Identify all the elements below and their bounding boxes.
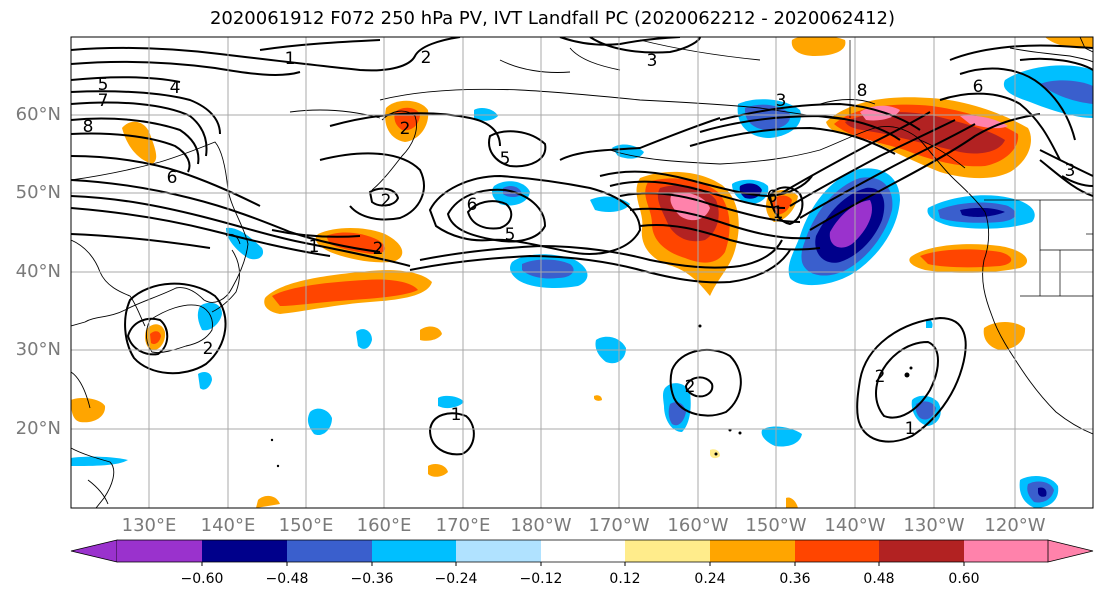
colorbar-bin: [541, 540, 625, 562]
contour-label: 2: [381, 191, 392, 211]
lon-label-170w: 170°W: [588, 515, 650, 536]
lon-label-140w: 140°W: [824, 515, 886, 536]
colorbar-bin: [372, 540, 456, 562]
colorbar-bin: [202, 540, 287, 562]
contour-labels: 2 1 3 5 4 7 8 6 5 2 6 5 2 1 2 3 2 1 2 1 …: [83, 48, 1076, 439]
contour-label: 4: [170, 78, 181, 98]
contour-label: 1: [285, 49, 296, 69]
colorbar-tick-label: 0.60: [948, 571, 980, 587]
colorbar-tick-label: 0.36: [779, 571, 811, 587]
colorbar-tick-label: −0.48: [265, 571, 309, 587]
plot-frame: [70, 36, 1094, 509]
lon-label-140e: 140°E: [200, 515, 256, 536]
colorbar-tick-label: 0.12: [609, 571, 641, 587]
colorbar: [70, 539, 1094, 566]
colorbar-bin: [879, 540, 964, 562]
lat-label-40n: 40°N: [15, 261, 61, 282]
contour-label: 2: [400, 119, 411, 139]
colorbar-bin: [287, 540, 372, 562]
colorbar-tick-label: −0.24: [434, 571, 478, 587]
colorbar-tick-label: 0.24: [694, 571, 726, 587]
lat-label-20n: 20°N: [15, 418, 61, 439]
contour-label: 5: [505, 225, 516, 245]
contour-label: 8: [857, 81, 868, 101]
contour-label: 8: [83, 117, 94, 137]
contour-label: 2: [203, 339, 214, 359]
contour-label: 6: [167, 168, 178, 188]
contour-label: 6: [973, 77, 984, 97]
lon-label-150w: 150°W: [745, 515, 807, 536]
lon-label-160w: 160°W: [667, 515, 729, 536]
colorbar-extend-right: [1047, 539, 1094, 563]
colorbar-extend-left: [70, 539, 118, 563]
contour-label: 2: [421, 48, 432, 68]
contour-label: 2: [685, 377, 696, 397]
island-dots: [270, 324, 913, 468]
colorbar-bin: [710, 540, 795, 562]
contour-label: 3: [647, 51, 658, 71]
lon-label-160e: 160°E: [356, 515, 412, 536]
contour-label: 1: [309, 237, 320, 257]
colorbar-bin: [456, 540, 541, 562]
pv-contours: [71, 37, 1093, 456]
colorbar-tick-label: −0.36: [350, 571, 394, 587]
map-plot-area: 2 1 3 5 4 7 8 6 5 2 6 5 2 1 2 3 2 1 2 1 …: [71, 37, 1093, 508]
contour-label: 5: [98, 75, 109, 95]
colorbar-bin: [964, 540, 1048, 562]
colorbar-bin: [795, 540, 879, 562]
lat-label-60n: 60°N: [15, 104, 61, 125]
lon-label-150e: 150°E: [278, 515, 334, 536]
contour-label: 7: [98, 91, 109, 111]
contour-label: 3: [1065, 161, 1076, 181]
lon-label-130w: 130°W: [903, 515, 965, 536]
colorbar-tick-label: 0.48: [863, 571, 895, 587]
lat-label-50n: 50°N: [15, 182, 61, 203]
gridlines: [71, 37, 1093, 508]
contour-label: 2: [875, 367, 886, 387]
contour-label: 2: [373, 239, 384, 259]
coastlines: [71, 37, 1093, 508]
colorbar-tick-label: −0.60: [180, 571, 224, 587]
colorbar-bin: [625, 540, 710, 562]
lon-label-120w: 120°W: [984, 515, 1046, 536]
lat-label-30n: 30°N: [15, 339, 61, 360]
contour-label: 6: [767, 187, 778, 207]
contour-label: 1: [451, 405, 462, 425]
lon-label-170e: 170°E: [435, 515, 491, 536]
colorbar-tick-label: −0.12: [519, 571, 563, 587]
contour-label: 1: [773, 203, 784, 223]
contour-label: 5: [500, 149, 511, 169]
lon-label-180w: 180°W: [510, 515, 572, 536]
colorbar-bin: [117, 540, 202, 562]
contour-label: 1: [905, 419, 916, 439]
contour-label: 6: [467, 195, 478, 215]
map-title: 2020061912 F072 250 hPa PV, IVT Landfall…: [209, 8, 896, 29]
lon-label-130e: 130°E: [121, 515, 177, 536]
contour-label: 3: [776, 91, 787, 111]
